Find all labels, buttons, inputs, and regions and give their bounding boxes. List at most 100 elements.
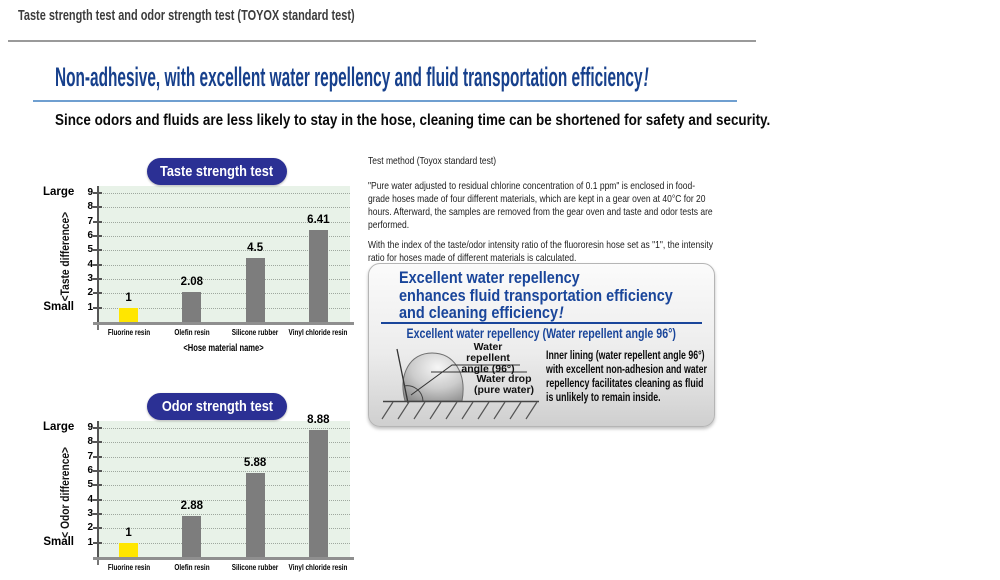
- x-axis-title: <Hose material name>: [183, 342, 264, 354]
- drop-label-line2: (pure water): [473, 384, 535, 396]
- gridline: [98, 499, 350, 501]
- y-tick-label: 4: [87, 493, 93, 505]
- info-box-heading-line1: Excellent water repellency: [399, 268, 580, 287]
- chart-title-text: Odor strength test: [161, 398, 273, 415]
- gridline: [98, 293, 350, 295]
- bar-value-label: 1: [125, 526, 132, 539]
- y-axis-title: < Odor difference>: [57, 429, 73, 555]
- taste-strength-chart: 1 2 3 4 5 6 7 8 9 Large Small <Taste difference> 1 Fl…: [43, 153, 380, 368]
- page-title: Taste strength test and odor strength te…: [18, 7, 355, 24]
- gridline: [98, 207, 350, 209]
- gridline: [98, 471, 350, 473]
- y-axis-line: [97, 186, 99, 322]
- bar: [308, 230, 328, 322]
- angle-label-line2: angle (96°): [461, 363, 515, 375]
- info-box-subheading-row: Excellent water repellency (Water repell…: [369, 325, 714, 341]
- bar: [245, 472, 265, 557]
- bar: [308, 429, 328, 557]
- x-category-label: Vinyl chloride resin: [288, 563, 348, 572]
- gridline: [98, 264, 350, 266]
- tangent-line: [396, 348, 409, 404]
- y-axis-title: <Taste difference>: [57, 194, 73, 320]
- test-method-paragraph-2: With the index of the taste/odor intensi…: [368, 239, 714, 264]
- y-axis-top-label: Large: [43, 186, 75, 199]
- gridline: [98, 542, 350, 544]
- subheadline: Since odors and fluids are less likely t…: [55, 112, 771, 129]
- ground-hatching: [381, 401, 538, 420]
- bar: [245, 257, 265, 322]
- x-axis-line: [93, 557, 354, 560]
- water-drop-diagram: [381, 348, 539, 420]
- y-axis-bottom-label: Small: [43, 300, 74, 313]
- x-axis-origin-tick: [97, 325, 99, 330]
- y-tick-label: 7: [87, 215, 93, 227]
- y-tick-label: 3: [87, 273, 93, 284]
- angle-label-leader-line: [410, 364, 520, 396]
- y-tick-label: 7: [87, 450, 93, 462]
- bar-value-label: 4.5: [247, 241, 264, 254]
- bar: [119, 542, 139, 557]
- y-tick-label: 5: [87, 479, 93, 491]
- info-box-subheading: Excellent water repellency (Water repell…: [406, 325, 677, 341]
- y-axis-title-text: < Odor difference>: [58, 446, 72, 538]
- headline-underline: [33, 100, 737, 102]
- test-method-section: Test method (Toyox standard test) "Pure …: [368, 155, 716, 272]
- y-tick-label: 4: [87, 258, 93, 270]
- title-divider: [8, 40, 756, 42]
- chart-title-text: Taste strength test: [160, 163, 274, 180]
- chart-title-badge: Odor strength test: [147, 393, 287, 420]
- y-tick-label: 6: [87, 230, 93, 242]
- x-category-label: Silicone rubber: [231, 563, 279, 572]
- test-method-paragraph-1: "Pure water adjusted to residual chlorin…: [368, 180, 713, 231]
- x-category-label: Vinyl chloride resin: [288, 328, 348, 337]
- headline-exclamation: !: [643, 62, 649, 92]
- y-tick-label: 5: [87, 244, 93, 256]
- info-box-divider: [381, 322, 702, 324]
- bar-value-label: 5.88: [243, 456, 267, 469]
- y-tick-label: 1: [87, 536, 93, 548]
- bar: [182, 515, 202, 557]
- gridline: [98, 193, 350, 195]
- y-tick-label: 6: [87, 465, 93, 477]
- info-box-heading-line3: and cleaning efficiency: [399, 303, 559, 322]
- bar-value-label: 2.88: [180, 499, 204, 512]
- gridline: [98, 236, 350, 238]
- gridline: [98, 279, 350, 280]
- x-category-label: Fluorine resin: [107, 563, 150, 572]
- gridline: [98, 456, 350, 458]
- bar-value-label: 1: [125, 291, 132, 304]
- x-category-label: Silicone rubber: [231, 328, 279, 337]
- gridline: [98, 250, 350, 252]
- drop-label: Water drop (pure water): [473, 374, 535, 396]
- gridline: [98, 514, 350, 515]
- gridline: [98, 528, 350, 530]
- x-category-label: Olefin resin: [174, 328, 210, 337]
- y-tick-label: 8: [87, 436, 93, 448]
- angle-label-line1: Water repellent: [466, 341, 510, 364]
- info-box-body: Inner lining (water repellent angle 96°)…: [546, 348, 707, 404]
- headline: Non-adhesive, with excellent water repel…: [55, 62, 649, 93]
- info-box-heading: Excellent water repellency enhances flui…: [399, 269, 673, 322]
- water-repellency-info-box: Excellent water repellency enhances flui…: [368, 263, 715, 427]
- y-tick-label: 2: [87, 522, 93, 534]
- odor-strength-chart: 1 2 3 4 5 6 7 8 9 Large Small < Odor difference> 1 Fl…: [43, 388, 380, 580]
- y-tick-label: 2: [87, 287, 93, 299]
- y-axis-bottom-label: Small: [43, 535, 74, 548]
- bar-value-label: 6.41: [307, 214, 330, 227]
- y-tick-label: 8: [87, 201, 93, 213]
- angle-arc: [403, 385, 424, 402]
- x-axis-line: [93, 322, 354, 325]
- gridline: [98, 442, 350, 444]
- headline-text: Non-adhesive, with excellent water repel…: [55, 62, 643, 92]
- drop-label-line1: Water drop: [476, 373, 532, 385]
- bar-value-label: 8.88: [307, 413, 330, 426]
- angle-label: Water repellent angle (96°): [453, 342, 523, 375]
- x-category-label: Fluorine resin: [107, 328, 150, 337]
- x-axis-origin-tick: [97, 560, 99, 565]
- bar: [182, 292, 202, 322]
- info-box-heading-exclamation: !: [558, 303, 564, 322]
- test-method-heading: Test method (Toyox standard test): [368, 155, 497, 167]
- chart-title-badge: Taste strength test: [147, 158, 287, 185]
- y-tick-label: 1: [87, 301, 93, 313]
